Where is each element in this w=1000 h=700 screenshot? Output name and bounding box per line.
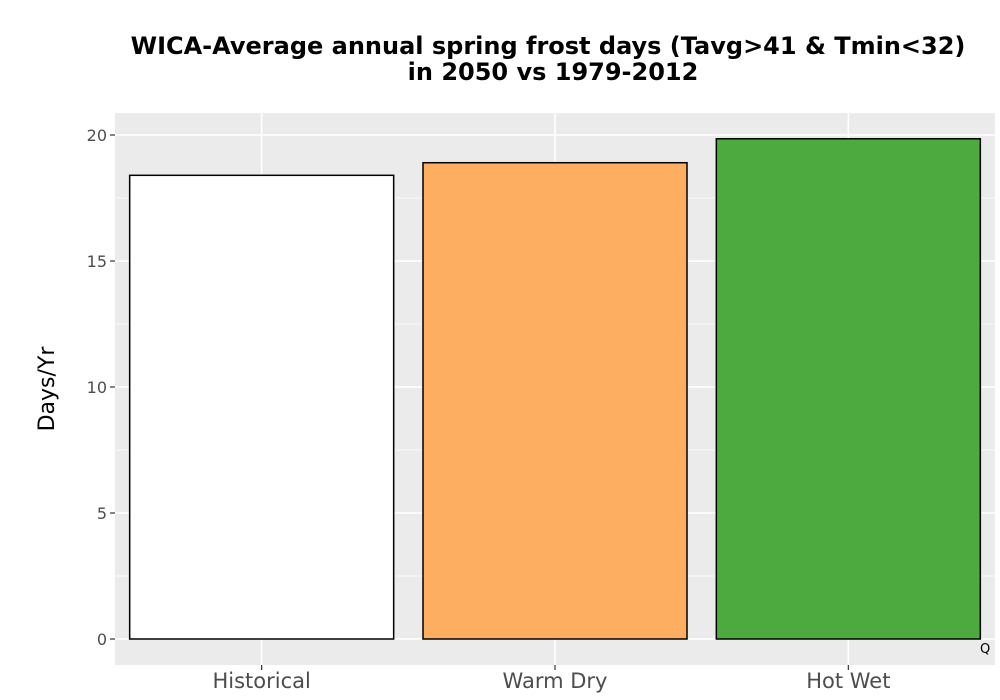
y-tick-label: 15 — [87, 252, 107, 271]
x-tick-label: Historical — [212, 669, 310, 693]
bar-warm-dry — [422, 161, 688, 640]
chart-subtitle: in 2050 vs 1979-2012 — [408, 58, 699, 86]
y-tick-label: 5 — [97, 504, 107, 523]
corner-label: Q — [980, 642, 990, 657]
y-tick-label: 10 — [87, 378, 107, 397]
y-axis: 0 5 10 15 20 — [87, 126, 115, 649]
y-tick-label: 20 — [87, 126, 107, 145]
y-axis-title: Days/Yr — [35, 346, 60, 432]
bars — [128, 138, 982, 640]
bar-hot-wet — [715, 138, 982, 640]
x-tick-label: Hot Wet — [806, 669, 890, 693]
x-tick-label: Warm Dry — [503, 669, 608, 693]
chart-title: WICA-Average annual spring frost days (T… — [131, 32, 966, 60]
y-tick-label: 0 — [97, 630, 107, 649]
x-axis: Historical Warm Dry Hot Wet — [212, 665, 890, 693]
bar-historical — [128, 174, 395, 640]
